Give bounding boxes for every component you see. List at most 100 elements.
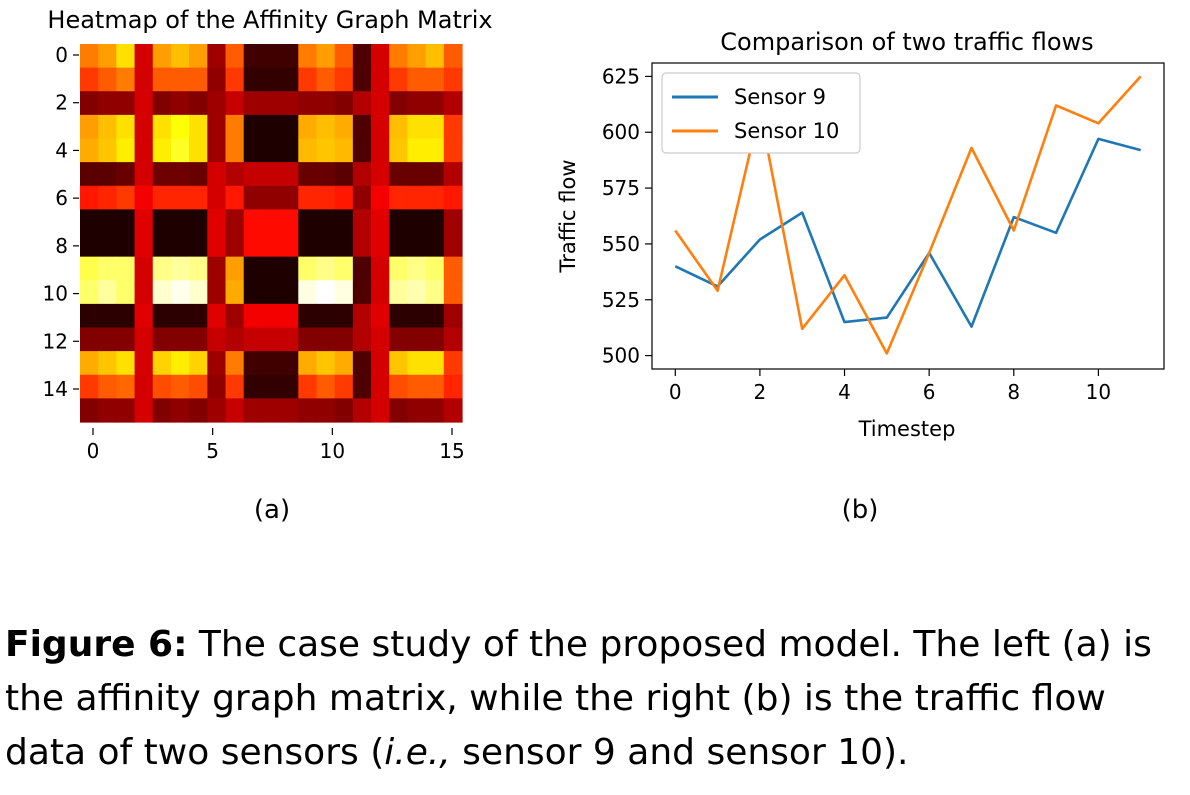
heatmap-cell <box>207 67 227 92</box>
heatmap-cell <box>152 233 172 258</box>
heatmap-cell <box>371 327 390 352</box>
heatmap-cell <box>207 256 227 281</box>
caption-label: Figure 6: <box>5 624 188 665</box>
heatmap-cell <box>134 162 154 187</box>
heatmap-cell <box>261 280 281 305</box>
heatmap-cell <box>316 374 336 399</box>
heatmap-cell <box>334 138 354 163</box>
heatmap-cell <box>80 138 99 163</box>
heatmap-cell <box>371 162 390 187</box>
figure-caption: Figure 6: The case study of the proposed… <box>5 618 1180 780</box>
heatmap-cell <box>207 303 227 329</box>
heatmap-cell <box>425 327 445 352</box>
heatmap-cell <box>280 351 299 376</box>
y-tick-label: 625 <box>602 64 640 88</box>
heatmap-cell <box>407 303 427 329</box>
heatmap-x-tick-label: 10 <box>320 439 345 463</box>
heatmap-cell <box>334 185 354 210</box>
heatmap-y-axis: 0 2 4 6 8 10 12 14 <box>43 43 79 401</box>
heatmap-cell <box>152 138 172 163</box>
heatmap-x-tick-label: 5 <box>206 439 219 463</box>
heatmap-cell <box>189 398 208 423</box>
heatmap-cell <box>298 351 318 376</box>
heatmap-cell <box>80 280 99 305</box>
heatmap-cell <box>225 303 245 329</box>
heatmap-cell <box>170 162 190 187</box>
heatmap-cell <box>225 44 245 69</box>
heatmap-cell <box>243 209 263 234</box>
heatmap-cell <box>280 327 299 352</box>
heatmap-cell <box>334 209 354 234</box>
heatmap-cell <box>116 374 136 399</box>
heatmap-cell <box>407 374 427 399</box>
heatmap-cell <box>334 374 354 399</box>
heatmap-cell <box>407 233 427 258</box>
heatmap-cell <box>152 398 172 423</box>
heatmap-cell <box>116 162 136 187</box>
heatmap-cell <box>189 114 208 140</box>
heatmap-cell <box>334 398 354 423</box>
heatmap-cell <box>170 374 190 399</box>
heatmap-cell <box>189 67 208 92</box>
line-chart-title: Comparison of two traffic flows <box>720 28 1093 56</box>
heatmap-cell <box>407 185 427 210</box>
heatmap-cell <box>98 280 117 305</box>
heatmap-cell <box>316 327 336 352</box>
heatmap-cell <box>316 233 336 258</box>
heatmap-cell <box>261 303 281 329</box>
heatmap-cell <box>243 280 263 305</box>
heatmap-cell <box>80 351 99 376</box>
heatmap-cell <box>243 44 263 69</box>
heatmap-cell <box>152 114 172 140</box>
heatmap-cell <box>98 185 117 210</box>
heatmap-cell <box>189 256 208 281</box>
legend-box <box>661 72 861 154</box>
heatmap-cell <box>352 233 372 258</box>
heatmap-cell <box>389 374 409 399</box>
heatmap-cell <box>443 398 463 423</box>
heatmap-cell <box>389 114 409 140</box>
series-line-sensor-9 <box>674 137 1142 328</box>
heatmap-cell <box>389 351 409 376</box>
heatmap-cell <box>425 209 445 234</box>
heatmap-cell <box>152 280 172 305</box>
heatmap-cell <box>443 374 463 399</box>
heatmap-cell <box>80 185 99 210</box>
heatmap-cell <box>225 398 245 423</box>
heatmap-cell <box>80 91 99 116</box>
heatmap-cell <box>225 209 245 234</box>
heatmap-cell <box>443 209 463 234</box>
heatmap-cell <box>261 44 281 69</box>
heatmap-cell <box>298 233 318 258</box>
x-tick-label: 2 <box>754 380 767 404</box>
heatmap-cell <box>371 233 390 258</box>
legend: Sensor 9 Sensor 10 <box>661 72 861 154</box>
heatmap-cell <box>261 233 281 258</box>
heatmap-cell <box>80 303 99 329</box>
heatmap-cell <box>261 209 281 234</box>
line-chart-y-axis: 500 525 550 575 600 625 <box>602 64 652 368</box>
x-tick-label: 10 <box>1086 380 1111 404</box>
heatmap-cell <box>116 327 136 352</box>
heatmap-cell <box>116 256 136 281</box>
heatmap-cell <box>98 233 117 258</box>
heatmap-cell <box>116 138 136 163</box>
heatmap-cell <box>134 327 154 352</box>
heatmap-cell <box>425 303 445 329</box>
heatmap-cell <box>407 280 427 305</box>
heatmap-cell <box>316 256 336 281</box>
caption-italic: i.e., <box>384 732 451 773</box>
heatmap-cell <box>352 256 372 281</box>
heatmap-cell <box>371 303 390 329</box>
y-tick-label: 575 <box>602 176 640 200</box>
heatmap-cell <box>334 233 354 258</box>
heatmap-cell <box>243 67 263 92</box>
heatmap-cell <box>98 114 117 140</box>
heatmap-cell <box>207 185 227 210</box>
heatmap-cell <box>298 398 318 423</box>
heatmap-cell <box>170 114 190 140</box>
heatmap-cell <box>334 162 354 187</box>
heatmap-cell <box>352 374 372 399</box>
heatmap-cell <box>134 351 154 376</box>
heatmap-cell <box>207 233 227 258</box>
